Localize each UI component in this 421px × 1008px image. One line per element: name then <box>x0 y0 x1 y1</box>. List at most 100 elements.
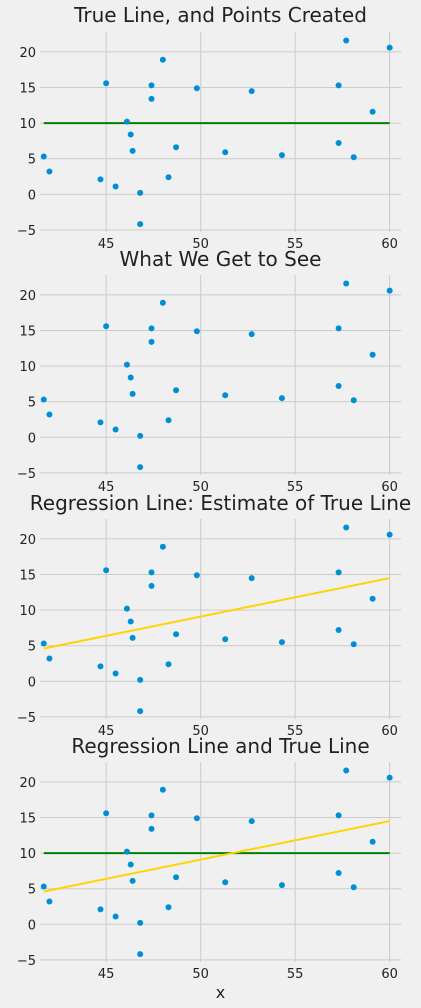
y-tick-label: 10 <box>19 604 36 619</box>
x-tick-label: 50 <box>192 480 209 495</box>
data-point <box>123 361 130 368</box>
x-tick-label: 60 <box>381 480 398 495</box>
data-point <box>112 426 119 433</box>
data-point <box>193 815 200 822</box>
data-point <box>222 636 229 643</box>
data-point <box>148 82 155 89</box>
data-point <box>350 641 357 648</box>
data-point <box>137 919 144 926</box>
data-point <box>103 567 110 574</box>
x-tick-label: 45 <box>98 967 115 982</box>
data-point <box>97 176 104 183</box>
data-point <box>103 80 110 87</box>
x-tick-label: 60 <box>381 724 398 739</box>
data-point <box>148 95 155 102</box>
data-point <box>103 810 110 817</box>
data-point <box>159 299 166 306</box>
y-tick-label: 5 <box>28 640 36 655</box>
data-point <box>97 663 104 670</box>
y-tick-label: 0 <box>28 918 36 933</box>
data-point <box>173 631 180 638</box>
x-tick-label: 55 <box>287 967 304 982</box>
data-point <box>112 183 119 190</box>
x-tick-label: 50 <box>192 237 209 252</box>
chart-panel-4: −5 0 5 10 15 20 45 50 55 60 Regression Line and Tr… <box>17 734 401 1002</box>
x-axis-label: x <box>216 983 225 1002</box>
y-tick-label: 0 <box>28 431 36 446</box>
data-point <box>46 655 53 662</box>
data-point <box>165 661 172 668</box>
data-point <box>165 904 172 911</box>
data-point <box>335 870 342 877</box>
data-point <box>148 338 155 345</box>
data-point <box>369 351 376 358</box>
x-tick-label: 45 <box>98 724 115 739</box>
data-point <box>369 595 376 602</box>
data-point <box>40 153 47 160</box>
chart-title: Regression Line: Estimate of True Line <box>30 491 411 515</box>
y-tick-label: −5 <box>17 954 36 969</box>
data-point <box>123 605 130 612</box>
data-point <box>335 627 342 634</box>
data-point <box>335 812 342 819</box>
data-point <box>386 531 393 538</box>
data-point <box>222 879 229 886</box>
data-point <box>369 838 376 845</box>
x-tick-label: 55 <box>287 237 304 252</box>
y-tick-label: −5 <box>17 467 36 482</box>
data-point <box>97 906 104 913</box>
data-point <box>129 877 136 884</box>
y-tick-label: −5 <box>17 224 36 239</box>
y-tick-label: 20 <box>19 776 36 791</box>
regression-line <box>43 577 390 650</box>
y-tick-label: 5 <box>28 153 36 168</box>
data-point <box>103 323 110 330</box>
y-tick-label: 5 <box>28 883 36 898</box>
data-point <box>127 131 134 138</box>
data-point <box>148 325 155 332</box>
data-point <box>343 524 350 531</box>
data-point <box>148 569 155 576</box>
y-tick-label: 5 <box>28 396 36 411</box>
y-tick-label: 10 <box>19 360 36 375</box>
chart-panel-2: −5 0 5 10 15 20 45 50 55 60 What We Get to See <box>17 247 401 495</box>
y-tick-label: 15 <box>19 812 36 827</box>
chart-title: Regression Line and True Line <box>71 734 369 758</box>
chart-panel-1: −5 0 5 10 15 20 45 50 55 60 True Line, and Points … <box>17 3 401 252</box>
data-point <box>46 411 53 418</box>
data-point <box>335 140 342 147</box>
data-point <box>137 221 144 228</box>
regression-line <box>43 820 390 893</box>
data-point <box>193 85 200 92</box>
data-point <box>46 898 53 905</box>
data-point <box>278 395 285 402</box>
y-tick-label: 0 <box>28 188 36 203</box>
data-point <box>335 325 342 332</box>
data-point <box>46 168 53 175</box>
chart-title: What We Get to See <box>120 247 322 271</box>
data-point <box>137 676 144 683</box>
y-tick-label: 0 <box>28 675 36 690</box>
data-point <box>123 848 130 855</box>
data-point <box>222 392 229 399</box>
data-point <box>40 396 47 403</box>
data-point <box>173 387 180 394</box>
data-point <box>97 419 104 426</box>
data-point <box>343 37 350 44</box>
y-tick-label: 15 <box>19 569 36 584</box>
data-point <box>350 397 357 404</box>
data-point <box>386 287 393 294</box>
y-tick-label: 20 <box>19 533 36 548</box>
data-point <box>127 861 134 868</box>
data-point <box>335 569 342 576</box>
data-point <box>137 708 144 715</box>
data-point <box>248 575 255 582</box>
data-point <box>173 144 180 151</box>
data-point <box>148 582 155 589</box>
data-point <box>112 670 119 677</box>
y-tick-label: 10 <box>19 847 36 862</box>
x-tick-label: 50 <box>192 967 209 982</box>
y-tick-label: −5 <box>17 711 36 726</box>
y-tick-label: 10 <box>19 117 36 132</box>
data-point <box>173 874 180 881</box>
